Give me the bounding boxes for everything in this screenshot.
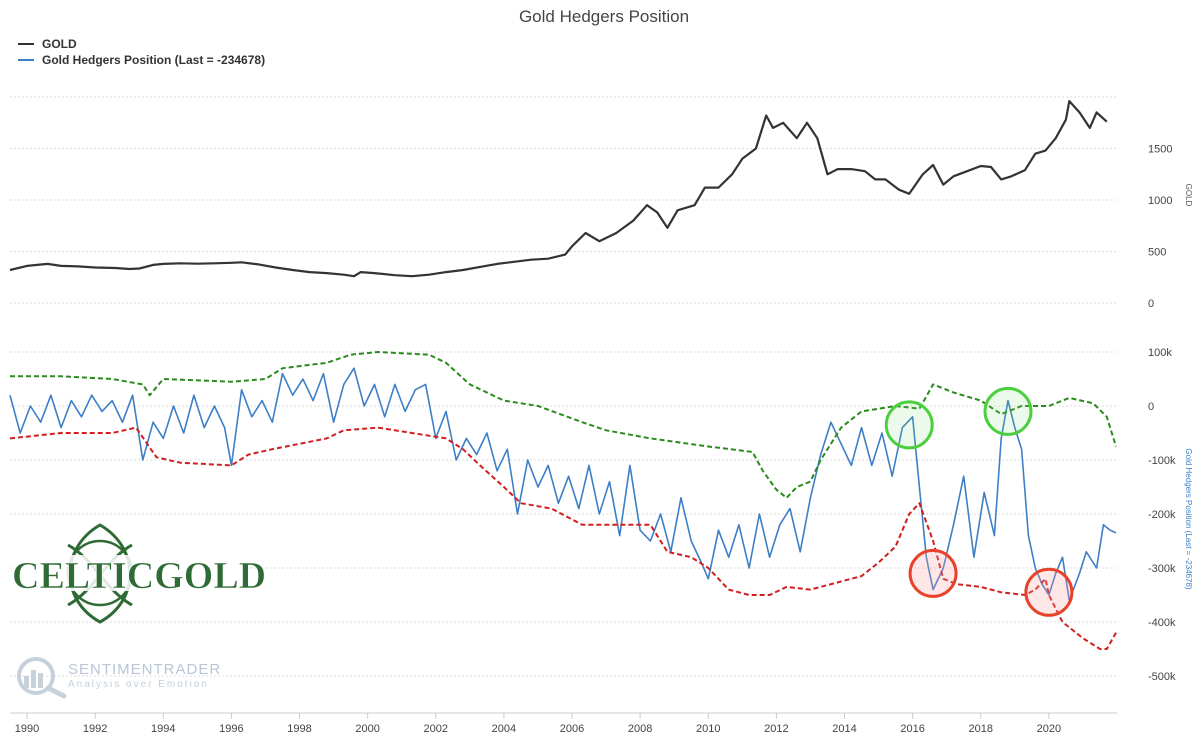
y-tick-label: -500k (1148, 671, 1176, 683)
x-tick-label: 2012 (764, 723, 788, 735)
y-tick-label: -300k (1148, 563, 1176, 575)
magnifier-icon (17, 657, 55, 695)
x-tick-label: 1996 (219, 723, 243, 735)
sentimentrader-logo: SENTIMENTRADER Analysis over Emotion (17, 657, 221, 699)
x-tick-label: 2010 (696, 723, 720, 735)
celticgold-logo-text: CELTICGOLD (12, 555, 266, 597)
y-axis-title: Gold Hedgers Position (Last = -234678) (1184, 448, 1193, 590)
y-tick-label: -200k (1148, 509, 1176, 521)
green-highlight-circle (983, 386, 1033, 436)
y-tick-label: -100k (1148, 455, 1176, 467)
celticgold-logo: CELTICGOLD (12, 523, 266, 624)
x-tick-label: 2020 (1037, 723, 1061, 735)
x-tick-label: 2014 (832, 723, 856, 735)
y-tick-label: 0 (1148, 401, 1154, 413)
y-tick-label: 1000 (1148, 195, 1172, 207)
chart-title: Gold Hedgers Position (519, 7, 689, 26)
x-tick-label: 2004 (492, 723, 516, 735)
y-tick-label: 500 (1148, 247, 1166, 259)
x-tick-label: 2000 (355, 723, 379, 735)
x-tick-label: 2002 (424, 723, 448, 735)
y-tick-label: 100k (1148, 347, 1172, 359)
grid (10, 96, 1117, 677)
legend-label-gold[interactable]: GOLD (42, 37, 77, 51)
x-tick-label: 1994 (151, 723, 175, 735)
y-tick-label: 1500 (1148, 144, 1172, 156)
x-tick-label: 2016 (900, 723, 924, 735)
y-tick-label: -400k (1148, 617, 1176, 629)
x-tick-label: 2018 (969, 723, 993, 735)
sentimentrader-tagline: Analysis over Emotion (68, 679, 209, 690)
gold-price-line (9, 99, 1108, 278)
upper-band-line (10, 351, 1117, 499)
red-highlight-circle (1024, 567, 1074, 617)
red-highlight-circle (908, 548, 958, 598)
legend-label-hedgers[interactable]: Gold Hedgers Position (Last = -234678) (42, 53, 265, 67)
x-tick-label: 2008 (628, 723, 652, 735)
y-tick-label: 0 (1148, 298, 1154, 310)
x-tick-label: 1990 (15, 723, 39, 735)
sentimentrader-brand: SENTIMENTRADER (68, 661, 221, 678)
legend: GOLD Gold Hedgers Position (Last = -2346… (18, 37, 265, 67)
green-highlight-circle (884, 400, 934, 450)
annotations (884, 386, 1074, 617)
x-tick-label: 1992 (83, 723, 107, 735)
y-axis-title: GOLD (1184, 184, 1193, 207)
axes: 0 500 1000 1500 GOLD 100k 0 -100k -200k -300k -400… (10, 144, 1193, 735)
x-tick-label: 1998 (287, 723, 311, 735)
watermarks: CELTICGOLD SENTIMENTRADER Analysis over … (12, 523, 266, 699)
x-tick-label: 2006 (560, 723, 584, 735)
hedgers-position-line (9, 367, 1117, 602)
